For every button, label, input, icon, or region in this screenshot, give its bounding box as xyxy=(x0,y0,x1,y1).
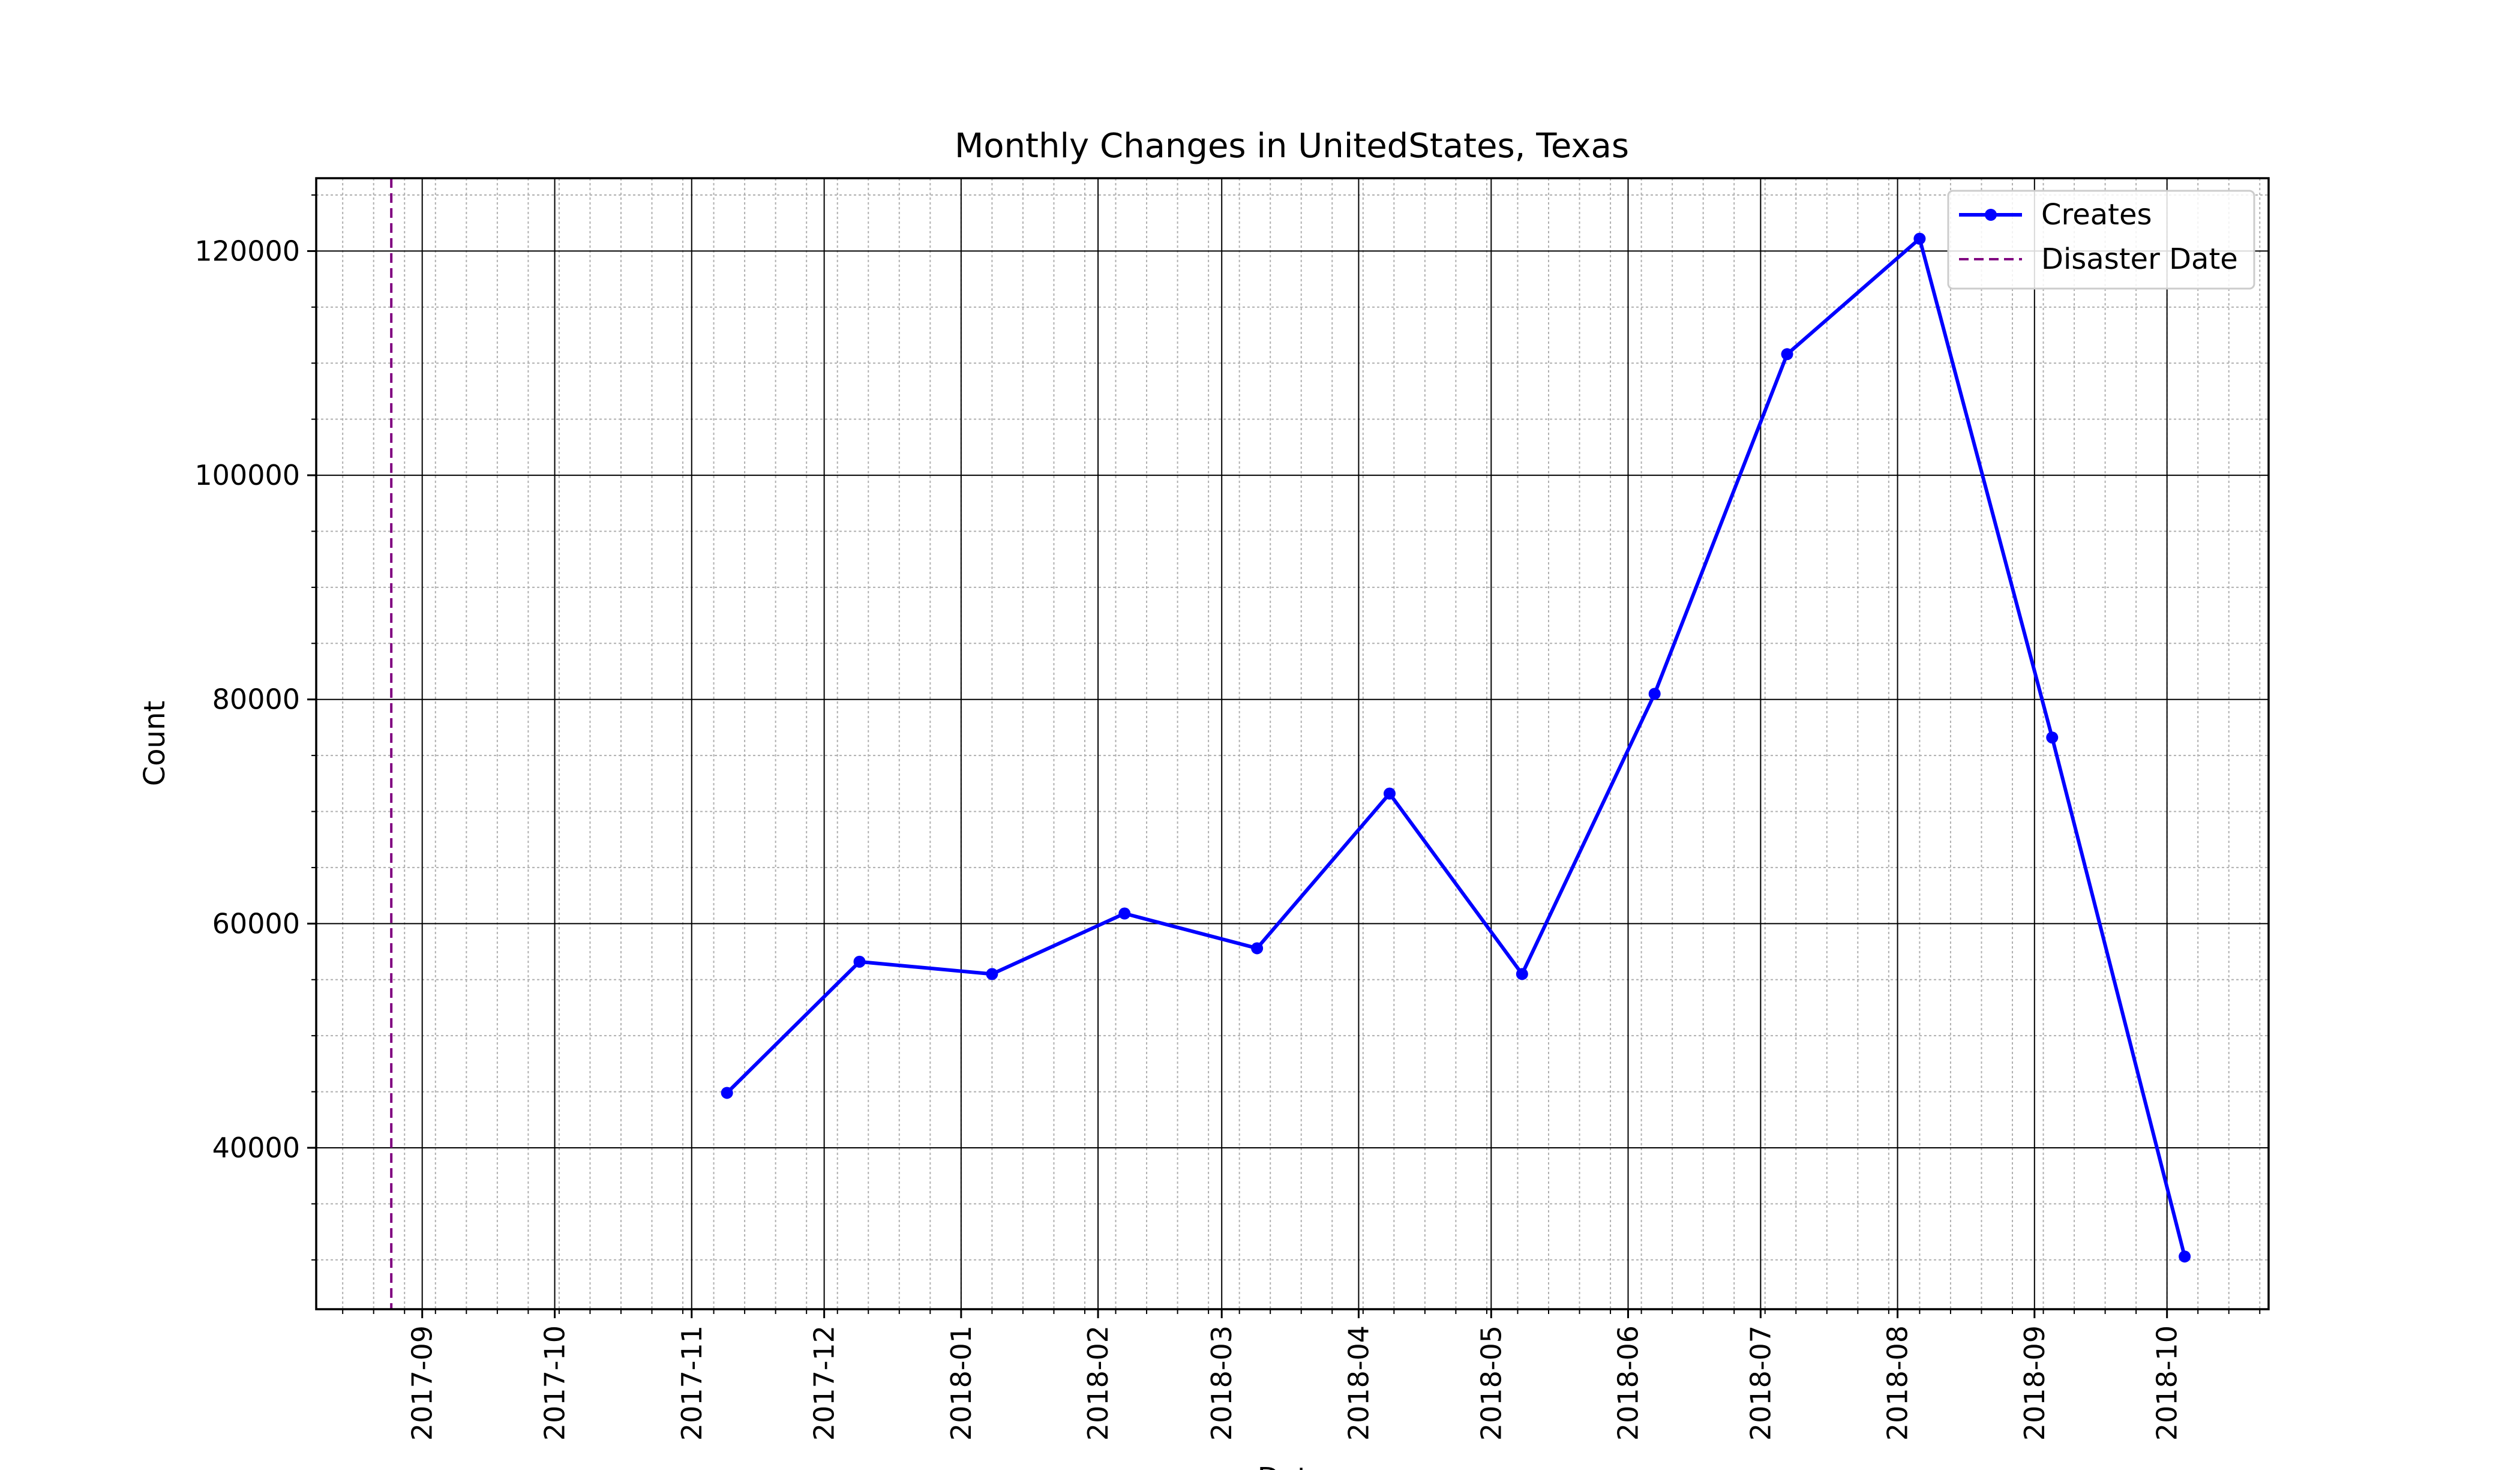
x-tick-label: 2017-09 xyxy=(406,1325,439,1441)
x-tick-label: 2018-10 xyxy=(2151,1325,2183,1441)
plot-frame xyxy=(315,177,2270,1310)
x-tick-label: 2018-07 xyxy=(1744,1325,1777,1441)
x-tick-label: 2018-06 xyxy=(1612,1325,1645,1441)
legend-box xyxy=(1947,190,2255,290)
data-point xyxy=(721,1087,733,1099)
y-tick-label: 40000 xyxy=(212,1132,300,1164)
data-point xyxy=(1383,787,1396,800)
data-point xyxy=(853,955,866,968)
data-point xyxy=(1251,942,1264,955)
major-grid xyxy=(316,178,2269,1309)
x-tick-label: 2018-03 xyxy=(1205,1325,1238,1441)
data-point xyxy=(986,968,998,980)
x-tick-label: 2018-08 xyxy=(1882,1325,1914,1441)
x-axis: 2017-09 2017-10 2017-11 2017-12 2018-01 2018-… xyxy=(342,1309,2261,1441)
data-point xyxy=(2046,731,2059,744)
x-tick-label: 2018-05 xyxy=(1475,1325,1507,1441)
x-tick-label: 2017-11 xyxy=(676,1325,708,1441)
data-point xyxy=(1781,348,1793,361)
y-axis: 40000 60000 80000 100000 120000 xyxy=(194,194,316,1261)
x-tick-label: 2018-09 xyxy=(2018,1325,2051,1441)
x-tick-label: 2018-02 xyxy=(1082,1325,1114,1441)
y-tick-label: 60000 xyxy=(212,907,300,940)
data-point xyxy=(1648,688,1661,700)
legend-disaster-label: Disaster Date xyxy=(2041,242,2238,276)
legend: Creates Disaster Date xyxy=(1947,190,2255,290)
y-tick-label: 100000 xyxy=(194,459,300,491)
legend-creates-marker xyxy=(1985,209,1997,221)
x-tick-label: 2017-10 xyxy=(539,1325,571,1441)
data-point xyxy=(1118,907,1131,920)
x-tick-label: 2018-04 xyxy=(1342,1325,1375,1441)
data-point xyxy=(1913,232,1926,245)
data-point xyxy=(2179,1250,2191,1263)
x-tick-label: 2018-01 xyxy=(945,1325,977,1441)
series-layer xyxy=(721,232,2191,1263)
legend-creates-label: Creates xyxy=(2041,198,2152,232)
data-point xyxy=(1516,968,1528,980)
x-axis-label: Date xyxy=(1258,1462,1327,1470)
y-axis-label: Count xyxy=(138,701,172,787)
y-tick-label: 120000 xyxy=(194,235,300,267)
y-tick-label: 80000 xyxy=(212,683,300,716)
minor-grid xyxy=(316,178,2269,1309)
plot-area xyxy=(315,177,2270,1310)
series-line-creates xyxy=(725,236,2187,1257)
x-tick-label: 2017-12 xyxy=(808,1325,841,1441)
chart-title: Monthly Changes in UnitedStates, Texas xyxy=(955,127,1629,166)
